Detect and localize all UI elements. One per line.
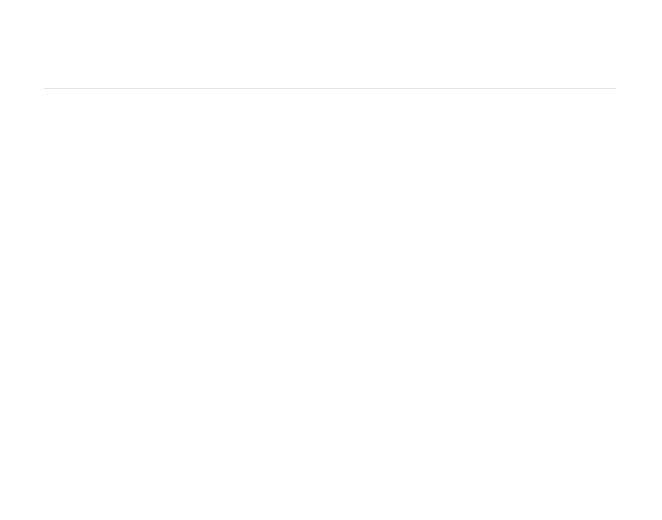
title-divider — [44, 88, 616, 89]
